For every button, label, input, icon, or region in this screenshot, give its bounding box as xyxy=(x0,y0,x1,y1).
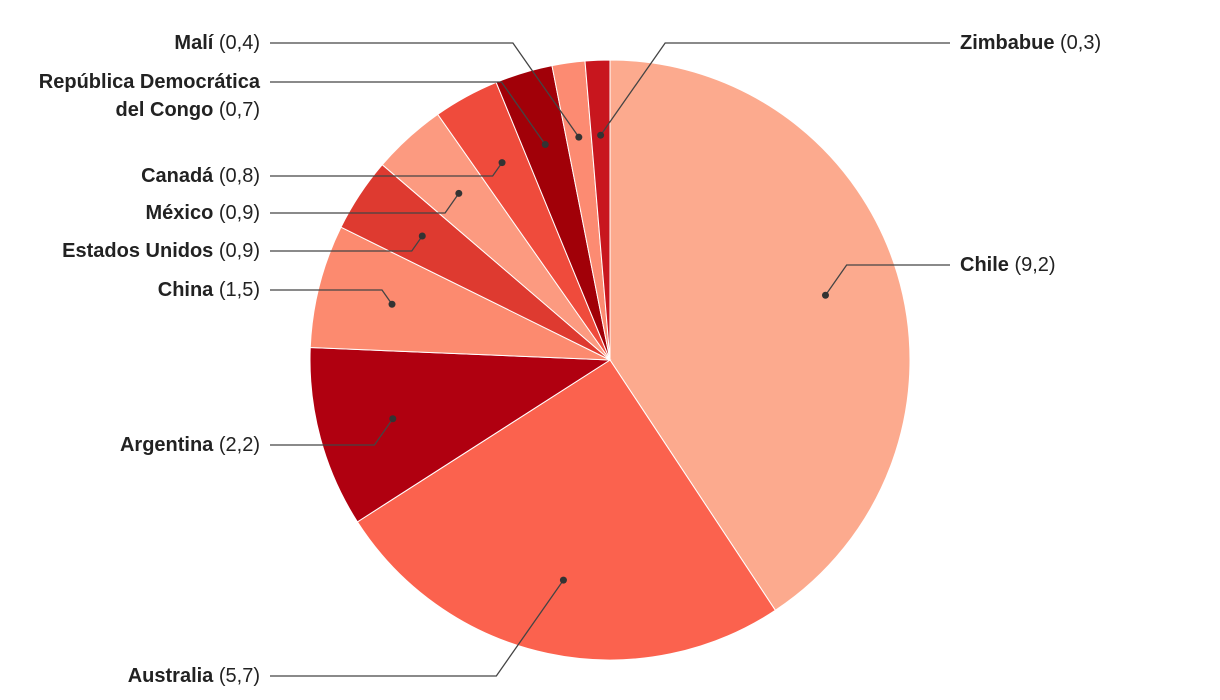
category-name: Canadá xyxy=(141,165,214,187)
leader-dot xyxy=(418,232,426,240)
leader-line xyxy=(824,264,950,296)
leader-line xyxy=(600,42,950,136)
leader-dot xyxy=(541,141,549,149)
slice-label: República Democrática del Congo (0,7) xyxy=(5,68,260,124)
value-label: (9,2) xyxy=(1014,254,1056,276)
slice-label: Zimbabue (0,3) xyxy=(960,29,1210,57)
value-label: (5,7) xyxy=(218,665,260,687)
leader-line xyxy=(270,162,503,177)
slice-label: Argentina (2,2) xyxy=(0,431,260,459)
leader-dot xyxy=(498,159,506,167)
category-name: República Democrática del Congo xyxy=(38,71,260,121)
leader-line xyxy=(270,192,460,214)
leader-line xyxy=(270,42,580,138)
leader-dot xyxy=(575,133,583,141)
leader-dot xyxy=(389,415,397,423)
category-name: Chile xyxy=(960,254,1009,276)
slice-label: Canadá (0,8) xyxy=(0,162,260,190)
pie-slice xyxy=(356,359,777,661)
slice-label: México (0,9) xyxy=(0,199,261,227)
leader-dot xyxy=(455,189,463,197)
slice-label: China (1,5) xyxy=(0,276,260,304)
value-label: (0,3) xyxy=(1060,32,1102,54)
category-name: Malí xyxy=(174,32,214,54)
leader-line xyxy=(270,418,394,446)
value-label: (2,2) xyxy=(218,434,260,456)
category-name: Argentina xyxy=(119,434,214,456)
leader-line xyxy=(270,579,564,677)
value-label: (0,8) xyxy=(218,165,260,187)
value-label: (0,4) xyxy=(218,32,260,54)
value-label: (0,7) xyxy=(218,99,260,121)
slice-label: Estados Unidos (0,9) xyxy=(0,237,260,265)
category-name: Estados Unidos xyxy=(62,240,214,262)
slice-label: Malí (0,4) xyxy=(0,29,260,57)
value-label: (0,9) xyxy=(218,240,260,262)
leader-line xyxy=(270,289,393,305)
leader-dot xyxy=(821,291,829,299)
leader-dot xyxy=(388,300,396,308)
leader-line xyxy=(270,81,546,145)
value-label: (1,5) xyxy=(218,279,260,301)
leader-dot xyxy=(559,576,567,584)
value-label: (0,9) xyxy=(218,202,260,224)
pie-slice xyxy=(309,346,612,523)
slice-label: Australia (5,7) xyxy=(0,662,260,690)
pie-slice xyxy=(309,226,611,361)
category-name: Australia xyxy=(127,665,214,687)
category-name: México xyxy=(145,202,214,224)
leader-line xyxy=(270,235,423,252)
leader-dot xyxy=(597,131,605,139)
category-name: China xyxy=(157,279,214,301)
category-name: Zimbabue xyxy=(960,32,1055,54)
slice-label: Chile (9,2) xyxy=(960,251,1210,279)
